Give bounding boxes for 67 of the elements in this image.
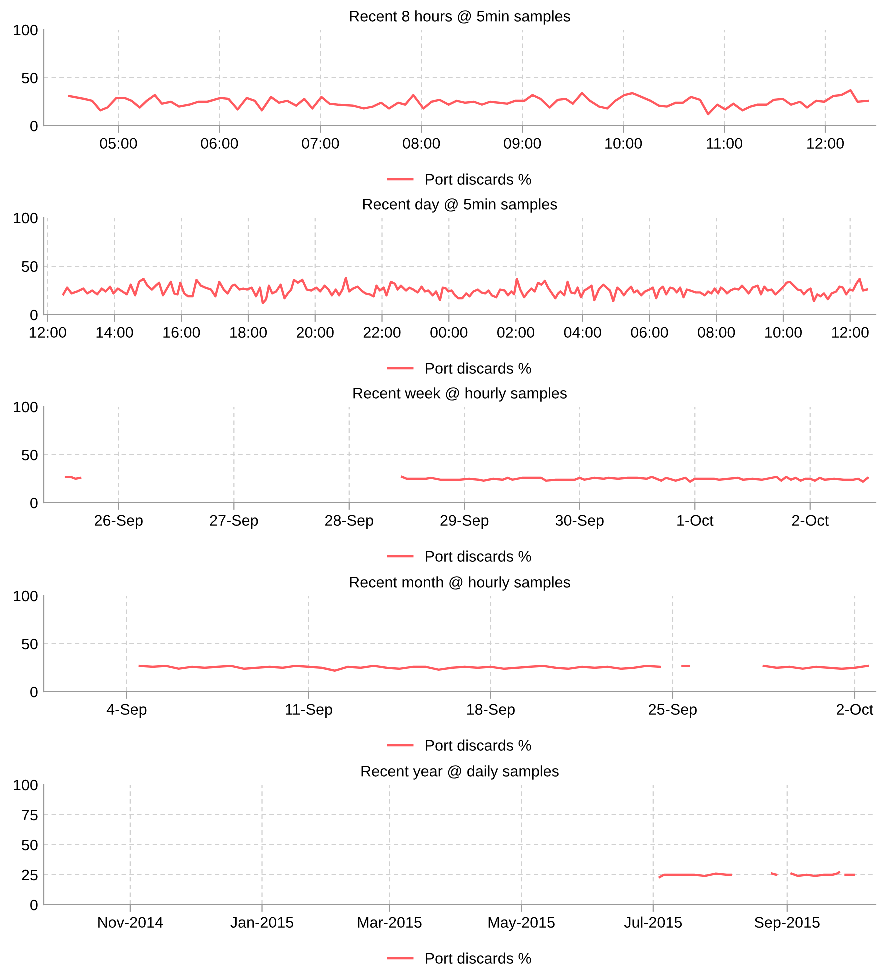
x-tick-label: Nov-2014 [98, 917, 164, 928]
y-tick-label: 100 [14, 590, 38, 602]
y-tick-label: 50 [22, 450, 38, 461]
x-tick-label: 25-Sep [649, 704, 697, 718]
y-tick-label: 100 [14, 780, 38, 791]
chart-title: Recent week @ hourly samples [354, 388, 567, 402]
x-tick-label: 2-Oct [837, 704, 874, 716]
x-tick-label: 12:00 [808, 138, 844, 150]
line-series [68, 89, 870, 116]
legend-label: Port discards % [426, 550, 532, 562]
x-tick-label: 12:00 [30, 327, 66, 338]
x-tick-label: 11-Sep [286, 704, 332, 718]
y-tick-label: 100 [14, 24, 38, 36]
x-tick-label: 05:00 [100, 138, 138, 150]
x-tick-label: 02:00 [497, 327, 535, 338]
x-tick-label: 04:00 [564, 327, 602, 338]
y-tick-label: 0 [30, 686, 38, 698]
x-tick-label: 06:00 [201, 138, 238, 150]
chart-title: Recent day @ 5min samples [363, 198, 558, 213]
x-tick-label: 20:00 [297, 327, 334, 338]
chart-title: Recent year @ daily samples [362, 766, 559, 780]
chart-title: Recent month @ hourly samples [350, 576, 570, 591]
x-tick-label: 14:00 [96, 327, 134, 338]
x-tick-label: 18:00 [230, 327, 268, 338]
x-tick-label: 27-Sep [210, 515, 258, 530]
x-tick-label: May-2015 [488, 917, 555, 932]
y-tick-label: 100 [14, 212, 38, 224]
legend-label: Port discards % [426, 362, 532, 374]
y-tick-label: 25 [22, 870, 38, 881]
y-tick-label: 50 [22, 72, 38, 84]
x-tick-label: 09:00 [504, 138, 542, 150]
y-tick-label: 0 [30, 498, 38, 509]
x-tick-label: 07:00 [302, 138, 340, 150]
y-tick-label: 50 [22, 261, 38, 272]
y-tick-label: 50 [22, 840, 38, 851]
x-tick-label: 22:00 [364, 327, 401, 338]
x-tick-label: 10:00 [606, 138, 642, 150]
x-tick-label: 10:00 [766, 327, 802, 338]
x-tick-label: Jan-2015 [230, 917, 294, 928]
x-tick-label: Sep-2015 [754, 917, 820, 932]
x-tick-label: 06:00 [631, 327, 668, 338]
x-tick-label: Jul-2015 [624, 916, 682, 928]
y-tick-label: 0 [30, 900, 38, 911]
x-tick-label: 18-Sep [467, 704, 515, 718]
x-tick-label: 28-Sep [326, 515, 374, 530]
x-tick-label: 4-Sep [106, 704, 147, 718]
x-tick-label: 1-Oct [678, 515, 714, 526]
x-tick-label: 16:00 [164, 327, 200, 338]
y-tick-label: 0 [30, 310, 38, 321]
chart-title: Recent 8 hours @ 5min samples [350, 10, 570, 25]
legend-label: Port discards % [426, 952, 532, 964]
x-tick-label: 08:00 [698, 327, 736, 338]
x-tick-label: 30-Sep [556, 515, 604, 530]
x-tick-label: 11:00 [707, 138, 742, 150]
x-tick-label: 26-Sep [95, 515, 143, 530]
x-tick-label: 08:00 [403, 138, 440, 150]
x-tick-label: Mar-2015 [358, 917, 422, 928]
y-tick-label: 0 [30, 120, 38, 132]
y-tick-label: 75 [22, 810, 38, 821]
y-tick-label: 100 [14, 402, 38, 413]
legend-label: Port discards % [426, 740, 532, 751]
x-tick-label: 12:00 [832, 327, 869, 338]
y-tick-label: 50 [22, 638, 38, 650]
x-tick-label: 2-Oct [792, 515, 829, 526]
x-tick-label: 00:00 [430, 327, 468, 338]
legend-label: Port discards % [426, 174, 532, 185]
x-tick-label: 29-Sep [440, 515, 489, 530]
